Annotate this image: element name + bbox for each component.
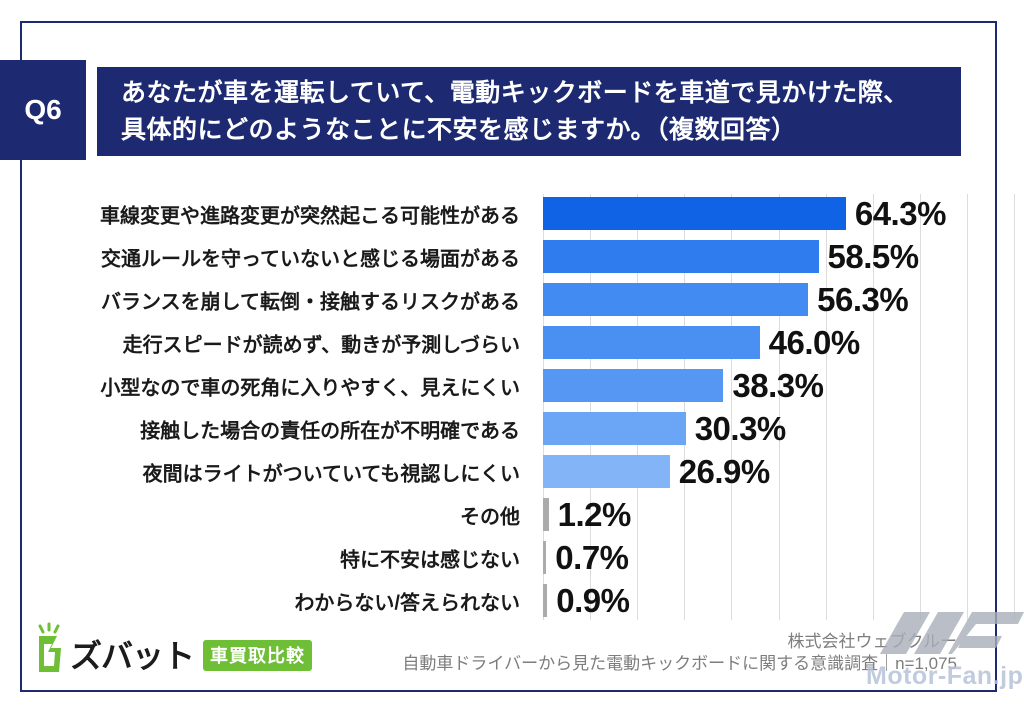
- bar-chart: 車線変更や進路変更が突然起こる可能性がある 64.3% 交通ルールを守っていない…: [24, 192, 1015, 622]
- gridline: [637, 194, 639, 620]
- chart-row: わからない/答えられない 0.9%: [24, 579, 1014, 622]
- chart-row: 特に不安は感じない 0.7%: [24, 536, 1014, 579]
- value-label: 1.2%: [557, 495, 632, 533]
- bar: [543, 455, 670, 488]
- bar: [543, 412, 686, 445]
- bar: [543, 541, 547, 574]
- bar: [543, 498, 549, 531]
- gridline: [1014, 194, 1015, 620]
- gridline: [731, 194, 733, 620]
- category-label: その他: [460, 506, 520, 528]
- chart-gridlines: [543, 194, 1015, 620]
- survey-title: 自動車ドライバーから見た電動キックボードに関する意識調査｜n=1,075: [402, 654, 957, 673]
- chart-row: 走行スピードが読めず、動きが予測しづらい 46.0%: [24, 321, 1014, 364]
- gridline: [590, 194, 592, 620]
- question-text-line2: 具体的にどのようなことに不安を感じますか。（複数回答）: [121, 115, 797, 144]
- gridline: [825, 194, 827, 620]
- gridline: [543, 194, 544, 620]
- value-label: 30.3%: [694, 409, 787, 447]
- question-banner: あなたが車を運転していて、電動キックボードを車道で見かけた際、 具体的にどのよう…: [97, 67, 961, 156]
- value-label: 0.9%: [556, 581, 630, 619]
- category-label: 夜間はライトがついていても視認しにくい: [142, 463, 520, 485]
- slide-border-frame: [20, 21, 997, 692]
- value-label: 56.3%: [817, 280, 909, 318]
- category-label: 交通ルールを守っていないと感じる場面がある: [101, 248, 520, 270]
- category-label: バランスを崩して転倒・接触するリスクがある: [101, 291, 520, 313]
- company-name: 株式会社ウェブクルー: [787, 632, 958, 651]
- bar: [543, 197, 846, 230]
- category-label: 特に不安は感じない: [340, 549, 520, 571]
- chart-row: バランスを崩して転倒・接触するリスクがある 56.3%: [24, 278, 1014, 321]
- category-label: 小型なので車の死角に入りやすく、見えにくい: [100, 377, 520, 399]
- chart-row: 車線変更や進路変更が突然起こる可能性がある 64.3%: [24, 192, 1014, 235]
- question-text-line1: あなたが車を運転していて、電動キックボードを車道で見かけた際、: [121, 78, 909, 107]
- bar: [543, 584, 548, 617]
- bar: [543, 283, 809, 316]
- gridline: [778, 194, 780, 620]
- chart-row: 交通ルールを守っていないと感じる場面がある 58.5%: [24, 235, 1014, 278]
- value-label: 46.0%: [768, 323, 861, 361]
- value-label: 0.7%: [555, 538, 629, 576]
- value-label: 38.3%: [732, 366, 824, 404]
- value-label: 26.9%: [678, 452, 771, 490]
- zubat-logo: ズバット 車買取比較: [36, 622, 313, 674]
- chart-rows: 車線変更や進路変更が突然起こる可能性がある 64.3% 交通ルールを守っていない…: [24, 192, 1014, 622]
- bar: [543, 369, 724, 402]
- bar: [543, 326, 760, 359]
- chart-row: 小型なので車の死角に入りやすく、見えにくい 38.3%: [24, 364, 1014, 407]
- zubat-logo-badge: 車買取比較: [203, 640, 313, 671]
- chart-row: 接触した場合の責任の所在が不明確である 30.3%: [24, 407, 1014, 450]
- gridline: [684, 194, 686, 620]
- bar: [543, 240, 819, 273]
- gridline: [966, 194, 968, 620]
- gridline: [872, 194, 874, 620]
- question-number: Q6: [24, 94, 62, 125]
- chart-row: その他 1.2%: [24, 493, 1014, 536]
- value-label: 58.5%: [827, 237, 920, 275]
- category-label: わからない/答えられない: [294, 592, 520, 614]
- category-label: 接触した場合の責任の所在が不明確である: [140, 420, 520, 442]
- gridline: [919, 194, 921, 620]
- survey-credit: 株式会社ウェブクルー 自動車ドライバーから見た電動キックボードに関する意識調査｜…: [402, 631, 957, 675]
- chart-row: 夜間はライトがついていても視認しにくい 26.9%: [24, 450, 1014, 493]
- question-number-box: Q6: [0, 60, 86, 160]
- value-label: 64.3%: [854, 194, 947, 232]
- category-label: 走行スピードが読めず、動きが予測しづらい: [122, 334, 520, 356]
- zubat-logo-icon: [38, 622, 61, 672]
- category-label: 車線変更や進路変更が突然起こる可能性がある: [100, 205, 520, 227]
- zubat-logo-text: ズバット: [70, 638, 195, 674]
